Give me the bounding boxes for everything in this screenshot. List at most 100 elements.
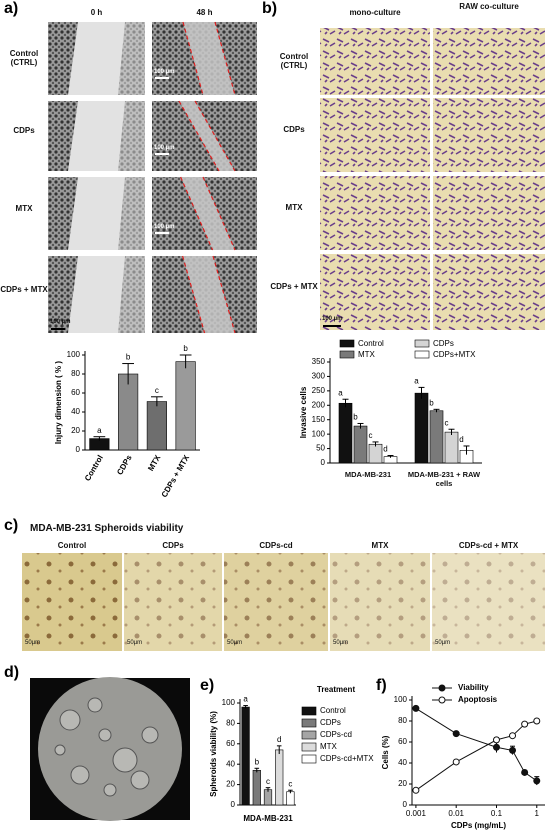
spheroid <box>103 783 117 797</box>
legend-title: Treatment <box>317 685 356 694</box>
panel-label: d) <box>4 664 20 681</box>
bar <box>275 749 284 806</box>
y-tick-label: 100 <box>222 698 236 707</box>
column-header: RAW co-culture <box>459 2 519 11</box>
legend-label: Viability <box>458 683 489 692</box>
marker <box>412 786 420 794</box>
scale-label: 100 µm <box>50 319 71 325</box>
row-label: MTX <box>285 203 303 212</box>
y-tick-label: 100 <box>394 695 408 704</box>
significance-letter: c <box>266 777 270 786</box>
y-tick-label: 0 <box>403 800 408 809</box>
legend-swatch <box>301 706 317 716</box>
bar <box>241 706 250 806</box>
x-tick-label: MTX <box>146 453 163 473</box>
panel-label: b) <box>262 0 278 17</box>
wound-area <box>182 256 235 333</box>
y-tick-label: 350 <box>312 357 326 366</box>
y-axis-label: Cells (%) <box>381 735 390 769</box>
scale-bar <box>51 328 65 330</box>
significance-letter: b <box>429 398 434 407</box>
column-header: mono-culture <box>349 8 401 17</box>
column-header: 0 h <box>90 8 103 17</box>
marker <box>492 736 500 744</box>
row-label: Control (CTRL) <box>9 48 39 67</box>
row-label: CDPs + MTX <box>270 282 318 291</box>
y-tick-label: 250 <box>312 386 326 395</box>
column-header: MTX <box>371 541 389 550</box>
cell-layer <box>48 177 78 250</box>
bar <box>146 401 167 451</box>
y-tick-label: 40 <box>71 407 80 416</box>
significance-letter: c <box>445 418 449 427</box>
marker <box>492 743 500 751</box>
significance-letter: b <box>255 757 260 766</box>
wound-area <box>180 177 235 250</box>
x-tick-label: MDA-MB-231 + RAW cells <box>407 470 481 488</box>
y-tick-label: 100 <box>312 429 326 438</box>
y-tick-label: 50 <box>316 444 325 453</box>
bar <box>368 443 383 464</box>
bar <box>252 770 261 806</box>
cell-layer <box>48 101 78 171</box>
scale-label: 100 µm <box>154 145 175 151</box>
y-tick-label: 0 <box>76 445 81 454</box>
legend-label: CDPs <box>320 718 341 727</box>
panel-label: a) <box>4 0 19 17</box>
y-axis-label: Invasive cells <box>299 386 308 438</box>
legend-label: CDPs <box>433 339 454 348</box>
legend-label: MTX <box>358 350 376 359</box>
bar <box>414 392 429 464</box>
y-tick-label: 100 <box>67 350 81 359</box>
x-tick-label: Control <box>83 454 105 483</box>
scale-label: 50µm <box>435 640 451 646</box>
legend-swatch <box>414 350 430 359</box>
bar <box>286 791 295 806</box>
column-header: 48 h <box>196 8 213 17</box>
wound-edge <box>212 255 236 334</box>
y-tick-label: 80 <box>71 369 80 378</box>
bar <box>338 402 353 464</box>
y-tick-label: 150 <box>312 415 326 424</box>
y-tick-label: 20 <box>398 779 407 788</box>
cell-layer <box>48 22 78 95</box>
marker <box>412 704 420 712</box>
scale-label: 50µm <box>127 640 143 646</box>
cell-layer <box>118 256 145 333</box>
legend-swatch <box>301 730 317 740</box>
panel-title: MDA-MB-231 Spheroids viability <box>30 523 184 534</box>
bar <box>118 373 139 451</box>
marker <box>533 717 541 725</box>
wound-edge <box>182 255 206 334</box>
legend-label: CDPs-cd+MTX <box>320 754 374 763</box>
marker <box>521 768 529 776</box>
x-tick-label: CDPs + MTX <box>160 453 192 499</box>
legend-label: Control <box>320 706 346 715</box>
micrograph <box>22 553 122 651</box>
legend-swatch <box>339 350 355 359</box>
marker <box>521 720 529 728</box>
wound-edge <box>182 21 204 96</box>
micrograph <box>433 98 545 172</box>
scale-bar <box>155 153 169 155</box>
significance-letter: b <box>126 353 131 362</box>
y-axis-label: Injury dimension ( % ) <box>54 361 63 444</box>
spheroid <box>112 747 138 773</box>
y-tick-label: 60 <box>71 388 80 397</box>
micrograph <box>320 176 430 250</box>
significance-letter: a <box>414 377 419 386</box>
bar <box>175 361 196 451</box>
cell-layer <box>48 256 78 333</box>
marker <box>509 746 517 754</box>
x-tick-label: 0.1 <box>491 809 503 818</box>
marker <box>452 730 460 738</box>
bar <box>353 425 368 464</box>
y-tick-label: 300 <box>312 372 326 381</box>
micrograph <box>320 28 430 95</box>
row-label: Control (CTRL) <box>279 51 309 70</box>
marker <box>509 732 517 740</box>
y-tick-label: 80 <box>398 716 407 725</box>
scale-label: 50µm <box>333 640 349 646</box>
